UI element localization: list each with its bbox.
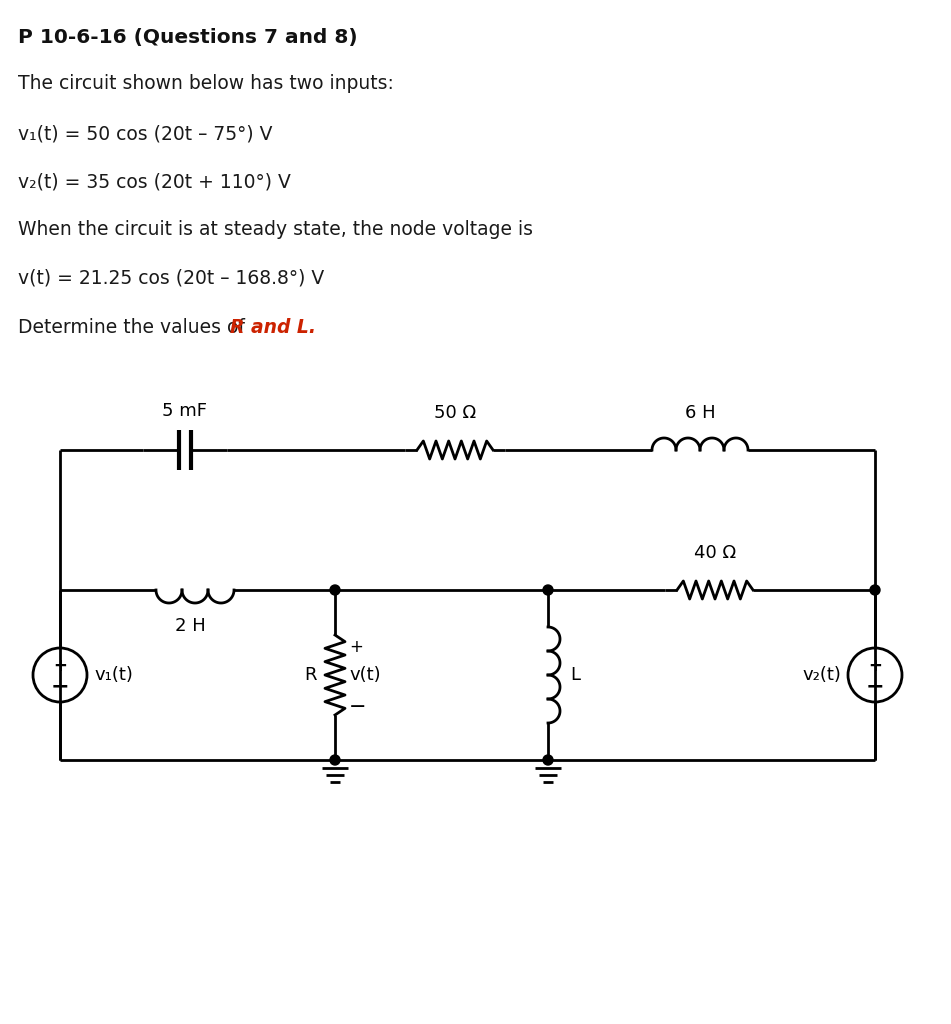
Text: R and L.: R and L.	[230, 318, 316, 337]
Text: −: −	[865, 676, 884, 696]
Text: −: −	[50, 676, 69, 696]
Text: The circuit shown below has two inputs:: The circuit shown below has two inputs:	[18, 74, 394, 93]
Circle shape	[543, 585, 553, 595]
Text: +: +	[53, 657, 67, 675]
Text: L: L	[570, 666, 580, 684]
Circle shape	[330, 755, 340, 765]
Text: v₂(t): v₂(t)	[802, 666, 841, 684]
Text: 50 Ω: 50 Ω	[434, 404, 476, 422]
Text: 40 Ω: 40 Ω	[694, 544, 736, 562]
Text: v(t): v(t)	[349, 666, 380, 684]
Text: +: +	[868, 657, 882, 675]
Text: R: R	[304, 666, 317, 684]
Text: Determine the values of: Determine the values of	[18, 318, 251, 337]
Circle shape	[543, 755, 553, 765]
Text: 5 mF: 5 mF	[163, 402, 207, 420]
Text: +: +	[349, 638, 363, 656]
Text: 6 H: 6 H	[685, 404, 715, 422]
Text: v(t) = 21.25 cos (20t – 168.8°) V: v(t) = 21.25 cos (20t – 168.8°) V	[18, 268, 324, 287]
Text: v₁(t) = 50 cos (20t – 75°) V: v₁(t) = 50 cos (20t – 75°) V	[18, 124, 273, 143]
Text: P 10-6-16 (Questions 7 and 8): P 10-6-16 (Questions 7 and 8)	[18, 28, 358, 47]
Circle shape	[870, 585, 880, 595]
Text: v₁(t): v₁(t)	[94, 666, 133, 684]
Text: When the circuit is at steady state, the node voltage is: When the circuit is at steady state, the…	[18, 220, 533, 239]
Circle shape	[330, 585, 340, 595]
Text: 2 H: 2 H	[175, 617, 205, 635]
Text: v₂(t) = 35 cos (20t + 110°) V: v₂(t) = 35 cos (20t + 110°) V	[18, 172, 291, 191]
Text: −: −	[349, 697, 366, 717]
